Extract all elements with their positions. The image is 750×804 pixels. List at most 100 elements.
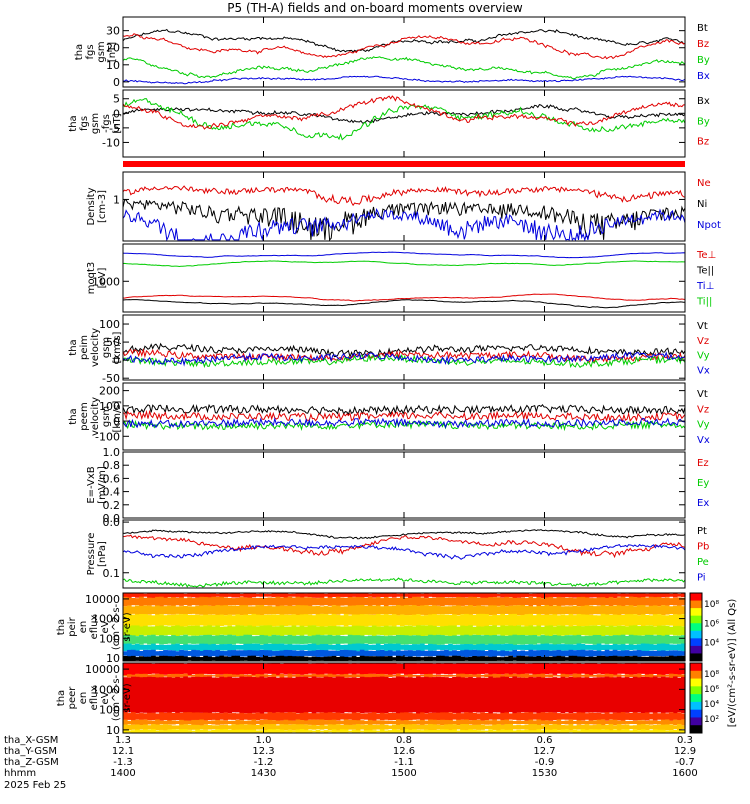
colorbar-cell (690, 670, 702, 679)
series-line-Vx (122, 351, 686, 367)
spectrogram-cell (267, 656, 273, 661)
spectrogram-cell (255, 626, 261, 636)
spectrogram-cell (660, 719, 666, 726)
spectrogram-cell (564, 729, 570, 733)
spectrogram-cell (508, 605, 513, 615)
spectrogram-cell (247, 634, 253, 645)
spectrogram-cell (500, 663, 505, 675)
spectrogram-cell (412, 596, 417, 607)
spectrogram-cell (452, 635, 457, 645)
spectrogram-cell (436, 626, 441, 635)
spectrogram-cell (672, 626, 678, 636)
spectrogram-cell (151, 729, 156, 733)
spectrogram-cell (271, 614, 277, 627)
spectrogram-cell (239, 724, 245, 731)
spectrogram-cell (299, 650, 305, 657)
spectrogram-cell (544, 720, 550, 725)
spectrogram-cell (123, 635, 128, 645)
spectrogram-cell (123, 596, 128, 607)
spectrogram-cell (532, 593, 538, 597)
spectrogram-cell (452, 663, 457, 674)
spectrogram-cell (355, 643, 361, 652)
spectrogram-cell (263, 663, 269, 674)
spectrogram-cell (532, 606, 538, 614)
spectrogram-cell (143, 663, 148, 675)
spectrogram-cell (536, 724, 542, 730)
spectrogram-cell (203, 663, 208, 674)
y-tick-label: -50 (102, 372, 120, 385)
spectrogram-cell (644, 663, 650, 676)
spectrogram-cell (504, 673, 509, 678)
spectrogram-cell (604, 656, 610, 661)
spectrogram-cell (452, 675, 457, 677)
spectrogram-cell (155, 605, 160, 615)
spectrogram-cell (123, 729, 128, 733)
spectrogram-cell (568, 724, 574, 731)
spectrogram-cell (215, 625, 220, 636)
spectrogram-cell (476, 626, 481, 636)
spectrogram-cell (363, 605, 369, 615)
spectrogram-cell (676, 650, 682, 657)
spectrogram-cell (387, 614, 393, 626)
spectrogram-cell (243, 729, 249, 733)
spectrogram-cell (307, 720, 313, 725)
spectrogram-cell (183, 605, 188, 615)
spectrogram-cell (151, 724, 156, 731)
spectrogram-cell (648, 634, 654, 645)
spectrogram-cell (536, 729, 542, 733)
spectrogram-cell (464, 613, 469, 627)
spectrogram-cell (584, 729, 590, 733)
spectrogram-cell (155, 644, 160, 650)
spectrogram-cell (500, 650, 505, 657)
spectrogram-cell (672, 725, 678, 730)
spectrogram-cell (287, 677, 293, 713)
spectrogram-cell (183, 676, 188, 714)
spectrogram-cell (572, 605, 578, 615)
spectrogram-cell (391, 643, 397, 651)
spectrogram-cell (147, 593, 152, 599)
spectrogram-cell (640, 713, 646, 720)
spectrogram-cell (259, 625, 265, 636)
spectrogram-cell (339, 656, 345, 661)
spectrogram-cell (239, 635, 245, 644)
spectrogram-cell (512, 634, 517, 645)
spectrogram-cell (404, 729, 409, 733)
spectrogram-cell (379, 614, 385, 627)
spectrogram-cell (476, 656, 481, 661)
spectrogram-cell (167, 636, 172, 644)
spectrogram-cell (468, 625, 473, 637)
spectrogram-cell (291, 720, 297, 725)
spectrogram-cell (391, 626, 397, 636)
spectrogram-cell (488, 725, 493, 730)
spectrogram-cell (580, 593, 586, 598)
y-axis-label: tha (68, 408, 79, 424)
spectrogram-cell (295, 644, 301, 651)
spectrogram-cell (371, 644, 377, 651)
spectrogram-cell (259, 605, 265, 616)
spectrogram-cell (351, 605, 357, 615)
spectrogram-cell (616, 635, 622, 645)
spectrogram-cell (532, 724, 538, 731)
spectrogram-cell (408, 663, 413, 675)
spectrogram-cell (424, 663, 429, 675)
spectrogram-cell (452, 729, 457, 733)
spectrogram-cell (488, 643, 493, 652)
spectrogram-cell (484, 625, 489, 636)
spectrogram-cell (576, 724, 582, 730)
spectrogram-cell (424, 615, 429, 626)
spectrogram-cell (227, 597, 232, 606)
spectrogram-cell (315, 614, 321, 627)
spectrogram-cell (608, 606, 614, 615)
spectrogram-cell (648, 720, 654, 725)
spectrogram-cell (155, 625, 160, 636)
spectrogram-cell (263, 625, 269, 637)
spectrogram-cell (307, 674, 313, 678)
spectrogram-cell (151, 677, 156, 713)
spectrogram-cell (516, 712, 522, 721)
spectrogram-cell (672, 635, 678, 644)
spectrogram-cell (371, 720, 377, 725)
spectrogram-cell (632, 593, 638, 597)
spectrogram-cell (343, 593, 349, 597)
spectrogram-cell (187, 597, 192, 606)
spectrogram-cell (227, 676, 232, 714)
